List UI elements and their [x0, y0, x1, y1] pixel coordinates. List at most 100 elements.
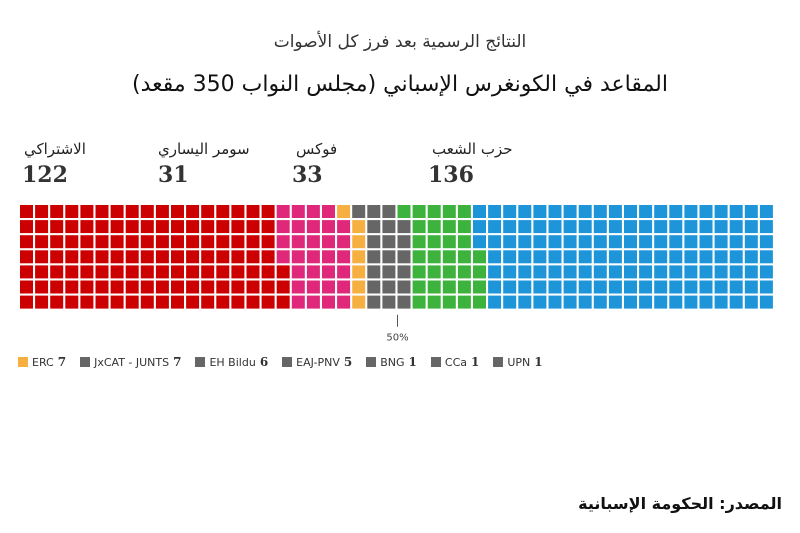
party-count-pp: 136 [428, 162, 474, 188]
seat-cell [110, 220, 124, 234]
seat-cell [488, 205, 502, 218]
legend-label: UPN [507, 355, 531, 369]
seat-cell [155, 280, 169, 294]
chart-title: المقاعد في الكونغرس الإسباني (مجلس النوا… [131, 72, 668, 97]
seat-cell [548, 250, 562, 264]
seat-cell [382, 295, 396, 309]
seat-cell [65, 295, 79, 309]
seat-cell [291, 205, 305, 218]
seat-cell [654, 205, 668, 218]
seat-cell [457, 235, 471, 249]
seat-cell [246, 280, 260, 294]
seat-cell [744, 220, 758, 234]
seat-cell [427, 235, 441, 249]
seat-cell [322, 220, 335, 234]
seat-cell [578, 205, 592, 218]
seat-cell [35, 235, 49, 249]
majority-label: 50% [386, 333, 408, 344]
seat-cell [171, 265, 184, 279]
legend-swatch [18, 357, 28, 367]
seat-cell [578, 295, 592, 309]
seat-cell [110, 250, 124, 264]
seat-cell [125, 295, 139, 309]
seat-cell [759, 265, 773, 279]
seat-cell [171, 205, 184, 218]
seat-cell [397, 280, 411, 294]
seat-cell [669, 235, 683, 249]
seat-cell [729, 295, 743, 309]
seat-cell [654, 265, 668, 279]
seat-cell [322, 205, 335, 218]
seat-cell [578, 235, 592, 249]
seat-cell [442, 250, 456, 264]
seat-cell [155, 235, 169, 249]
seat-cell [457, 280, 471, 294]
seat-cell [593, 220, 607, 234]
seat-cell [186, 235, 200, 249]
seat-cell [291, 220, 305, 234]
seat-cell [729, 280, 743, 294]
seat-cell [322, 235, 335, 249]
seat-cell [714, 220, 728, 234]
seat-cell [155, 295, 169, 309]
seat-cell [367, 295, 381, 309]
seat-cell [216, 220, 230, 234]
seat-cell [337, 235, 351, 249]
seat-cell [639, 250, 653, 264]
seat-cell [684, 280, 698, 294]
seat-cell [352, 295, 366, 309]
party-count-sumar: 31 [158, 162, 189, 188]
seat-cell [593, 235, 607, 249]
seat-cell [669, 250, 683, 264]
seat-cell [457, 295, 471, 309]
seat-cell [171, 250, 184, 264]
seat-cell [231, 205, 245, 218]
seat-cell [20, 220, 33, 234]
seat-cell [729, 265, 743, 279]
legend-label: BNG [380, 355, 405, 369]
seat-cell [95, 205, 109, 218]
seat-cell [503, 280, 517, 294]
seat-cell [155, 220, 169, 234]
legend-label: ERC [32, 355, 54, 369]
seat-cell [593, 265, 607, 279]
seat-cell [533, 220, 547, 234]
seat-cell [216, 205, 230, 218]
seat-cell [563, 220, 577, 234]
seat-cell [699, 250, 713, 264]
seat-cell [714, 205, 728, 218]
seat-cell [729, 205, 743, 218]
legend-label: EAJ-PNV [296, 355, 340, 369]
seat-cell [382, 250, 396, 264]
seat-cell [759, 295, 773, 309]
seat-cell [548, 235, 562, 249]
seat-cell [322, 265, 335, 279]
seat-cell [397, 205, 411, 218]
seat-cell [216, 250, 230, 264]
seat-cell [518, 250, 532, 264]
seat-cell [382, 220, 396, 234]
seat-cell [397, 295, 411, 309]
seat-cell [608, 205, 622, 218]
seat-cell [654, 220, 668, 234]
seat-cell [548, 280, 562, 294]
seat-cell [382, 235, 396, 249]
seat-cell [261, 220, 275, 234]
legend-value: 7 [57, 355, 67, 369]
seat-cell [186, 205, 200, 218]
seat-cell [367, 220, 381, 234]
seat-cell [110, 280, 124, 294]
seat-cell [95, 280, 109, 294]
seat-cell [427, 280, 441, 294]
seat-cell [563, 295, 577, 309]
seat-cell [125, 280, 139, 294]
seat-cell [548, 220, 562, 234]
seat-cell [50, 250, 64, 264]
seat-cell [140, 235, 154, 249]
legend-value: 6 [259, 355, 269, 369]
party-name-sumar: سومر اليساري [158, 140, 250, 158]
seat-cell [639, 220, 653, 234]
seat-cell [488, 280, 502, 294]
seat-cell [125, 250, 139, 264]
seat-cell [503, 205, 517, 218]
